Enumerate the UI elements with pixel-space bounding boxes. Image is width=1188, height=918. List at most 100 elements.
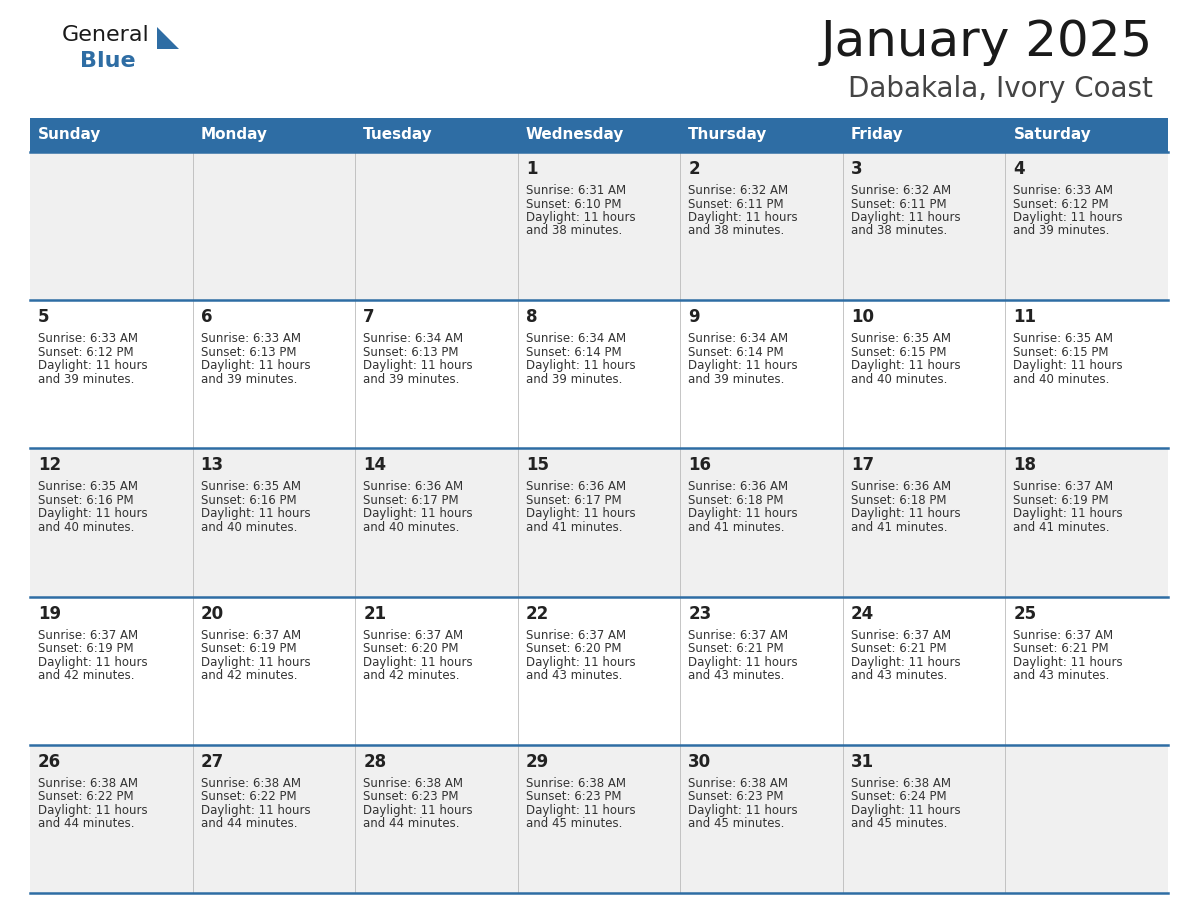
Text: Daylight: 11 hours: Daylight: 11 hours: [364, 804, 473, 817]
Text: Blue: Blue: [80, 51, 135, 71]
Text: Sunrise: 6:35 AM: Sunrise: 6:35 AM: [1013, 332, 1113, 345]
Text: Sunset: 6:12 PM: Sunset: 6:12 PM: [38, 346, 133, 359]
Text: Sunrise: 6:35 AM: Sunrise: 6:35 AM: [201, 480, 301, 493]
Text: and 41 minutes.: and 41 minutes.: [526, 521, 623, 534]
Text: Wednesday: Wednesday: [526, 128, 624, 142]
Text: Daylight: 11 hours: Daylight: 11 hours: [688, 508, 798, 521]
Text: 29: 29: [526, 753, 549, 771]
Text: Sunset: 6:21 PM: Sunset: 6:21 PM: [688, 642, 784, 655]
Text: Sunrise: 6:34 AM: Sunrise: 6:34 AM: [526, 332, 626, 345]
Text: 9: 9: [688, 308, 700, 326]
Text: and 40 minutes.: and 40 minutes.: [851, 373, 947, 386]
Text: Sunrise: 6:37 AM: Sunrise: 6:37 AM: [851, 629, 950, 642]
Text: and 39 minutes.: and 39 minutes.: [38, 373, 134, 386]
Text: and 40 minutes.: and 40 minutes.: [38, 521, 134, 534]
Text: Daylight: 11 hours: Daylight: 11 hours: [364, 359, 473, 372]
Text: Daylight: 11 hours: Daylight: 11 hours: [526, 508, 636, 521]
Text: Daylight: 11 hours: Daylight: 11 hours: [851, 359, 960, 372]
Text: Sunrise: 6:37 AM: Sunrise: 6:37 AM: [364, 629, 463, 642]
Text: Sunrise: 6:38 AM: Sunrise: 6:38 AM: [201, 777, 301, 789]
Text: 23: 23: [688, 605, 712, 622]
Text: Sunset: 6:13 PM: Sunset: 6:13 PM: [364, 346, 459, 359]
Text: Sunset: 6:19 PM: Sunset: 6:19 PM: [1013, 494, 1110, 507]
Text: and 38 minutes.: and 38 minutes.: [688, 225, 784, 238]
Text: Sunset: 6:20 PM: Sunset: 6:20 PM: [364, 642, 459, 655]
Bar: [355, 118, 518, 152]
Text: Sunset: 6:13 PM: Sunset: 6:13 PM: [201, 346, 296, 359]
Text: Sunset: 6:15 PM: Sunset: 6:15 PM: [1013, 346, 1108, 359]
Text: Daylight: 11 hours: Daylight: 11 hours: [38, 508, 147, 521]
Bar: [30, 300, 1168, 448]
Text: Sunrise: 6:34 AM: Sunrise: 6:34 AM: [688, 332, 789, 345]
Text: Sunrise: 6:33 AM: Sunrise: 6:33 AM: [38, 332, 138, 345]
Text: Sunset: 6:17 PM: Sunset: 6:17 PM: [526, 494, 621, 507]
Text: Sunrise: 6:37 AM: Sunrise: 6:37 AM: [526, 629, 626, 642]
Text: and 44 minutes.: and 44 minutes.: [364, 817, 460, 830]
Text: 28: 28: [364, 753, 386, 771]
Text: 10: 10: [851, 308, 874, 326]
Bar: [1005, 118, 1168, 152]
Text: and 45 minutes.: and 45 minutes.: [526, 817, 623, 830]
Text: Sunrise: 6:37 AM: Sunrise: 6:37 AM: [1013, 480, 1113, 493]
Text: Sunset: 6:18 PM: Sunset: 6:18 PM: [688, 494, 784, 507]
Text: Sunrise: 6:37 AM: Sunrise: 6:37 AM: [201, 629, 301, 642]
Text: Sunset: 6:19 PM: Sunset: 6:19 PM: [38, 642, 133, 655]
Bar: [30, 118, 192, 152]
Text: and 41 minutes.: and 41 minutes.: [688, 521, 785, 534]
Text: 22: 22: [526, 605, 549, 622]
Text: Sunrise: 6:38 AM: Sunrise: 6:38 AM: [526, 777, 626, 789]
Text: and 42 minutes.: and 42 minutes.: [364, 669, 460, 682]
Text: Sunrise: 6:35 AM: Sunrise: 6:35 AM: [851, 332, 950, 345]
Polygon shape: [157, 27, 179, 49]
Text: Sunrise: 6:35 AM: Sunrise: 6:35 AM: [38, 480, 138, 493]
Text: 26: 26: [38, 753, 61, 771]
Text: and 45 minutes.: and 45 minutes.: [851, 817, 947, 830]
Text: Sunrise: 6:34 AM: Sunrise: 6:34 AM: [364, 332, 463, 345]
Text: Sunset: 6:23 PM: Sunset: 6:23 PM: [364, 790, 459, 803]
Text: 13: 13: [201, 456, 223, 475]
Bar: [681, 118, 842, 152]
Text: and 43 minutes.: and 43 minutes.: [1013, 669, 1110, 682]
Bar: [30, 448, 1168, 597]
Text: Sunset: 6:12 PM: Sunset: 6:12 PM: [1013, 197, 1110, 210]
Text: Sunrise: 6:38 AM: Sunrise: 6:38 AM: [688, 777, 789, 789]
Text: Sunset: 6:15 PM: Sunset: 6:15 PM: [851, 346, 947, 359]
Text: Sunrise: 6:32 AM: Sunrise: 6:32 AM: [851, 184, 950, 197]
Text: Sunrise: 6:37 AM: Sunrise: 6:37 AM: [1013, 629, 1113, 642]
Text: Sunrise: 6:36 AM: Sunrise: 6:36 AM: [526, 480, 626, 493]
Text: Sunset: 6:16 PM: Sunset: 6:16 PM: [201, 494, 296, 507]
Text: 4: 4: [1013, 160, 1025, 178]
Text: and 43 minutes.: and 43 minutes.: [526, 669, 623, 682]
Bar: [30, 744, 1168, 893]
Text: 24: 24: [851, 605, 874, 622]
Text: 14: 14: [364, 456, 386, 475]
Text: 25: 25: [1013, 605, 1037, 622]
Text: Daylight: 11 hours: Daylight: 11 hours: [38, 655, 147, 668]
Text: January 2025: January 2025: [821, 18, 1154, 66]
Text: Daylight: 11 hours: Daylight: 11 hours: [688, 804, 798, 817]
Text: Sunrise: 6:38 AM: Sunrise: 6:38 AM: [851, 777, 950, 789]
Text: Sunset: 6:20 PM: Sunset: 6:20 PM: [526, 642, 621, 655]
Text: Sunset: 6:11 PM: Sunset: 6:11 PM: [688, 197, 784, 210]
Text: Sunset: 6:22 PM: Sunset: 6:22 PM: [38, 790, 133, 803]
Text: Daylight: 11 hours: Daylight: 11 hours: [38, 359, 147, 372]
Text: and 42 minutes.: and 42 minutes.: [201, 669, 297, 682]
Text: 1: 1: [526, 160, 537, 178]
Text: Sunday: Sunday: [38, 128, 101, 142]
Text: Sunrise: 6:31 AM: Sunrise: 6:31 AM: [526, 184, 626, 197]
Text: Sunset: 6:14 PM: Sunset: 6:14 PM: [526, 346, 621, 359]
Text: Daylight: 11 hours: Daylight: 11 hours: [201, 359, 310, 372]
Text: Sunset: 6:19 PM: Sunset: 6:19 PM: [201, 642, 296, 655]
Text: 17: 17: [851, 456, 874, 475]
Text: and 39 minutes.: and 39 minutes.: [688, 373, 784, 386]
Text: and 42 minutes.: and 42 minutes.: [38, 669, 134, 682]
Text: 16: 16: [688, 456, 712, 475]
Text: Sunset: 6:21 PM: Sunset: 6:21 PM: [1013, 642, 1110, 655]
Text: and 39 minutes.: and 39 minutes.: [201, 373, 297, 386]
Text: Sunset: 6:21 PM: Sunset: 6:21 PM: [851, 642, 947, 655]
Text: and 41 minutes.: and 41 minutes.: [851, 521, 947, 534]
Text: Sunrise: 6:32 AM: Sunrise: 6:32 AM: [688, 184, 789, 197]
Text: Saturday: Saturday: [1013, 128, 1092, 142]
Text: and 38 minutes.: and 38 minutes.: [851, 225, 947, 238]
Text: Sunrise: 6:36 AM: Sunrise: 6:36 AM: [364, 480, 463, 493]
